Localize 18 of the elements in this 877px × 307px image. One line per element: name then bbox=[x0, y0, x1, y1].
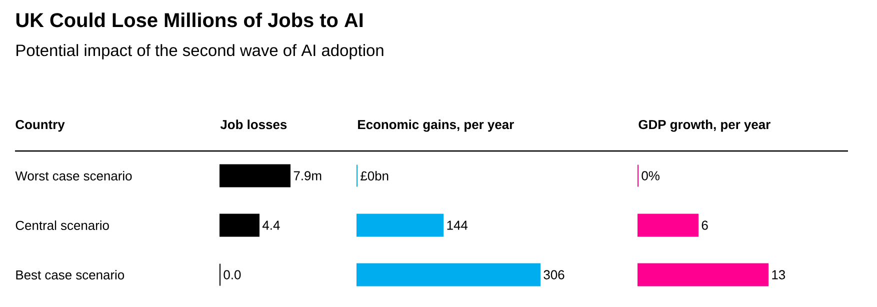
data-label: 7.9m bbox=[294, 171, 322, 180]
data-label: £0bn bbox=[360, 170, 388, 181]
data-label: 13 bbox=[772, 270, 786, 280]
chart-subtitle: Potential impact of the second wave of AI adoption bbox=[16, 44, 384, 60]
data-label: 144 bbox=[447, 220, 468, 230]
data-label: 306 bbox=[544, 270, 564, 280]
data-label: 0.0 bbox=[224, 270, 241, 280]
data-label: 4.4 bbox=[262, 220, 280, 230]
data-label: 0% bbox=[642, 171, 660, 180]
y-tick-label: Best case scenario bbox=[16, 270, 124, 280]
y-tick-label: Worst case scenario bbox=[15, 170, 132, 181]
x-axis-title: Economic gains, per year bbox=[358, 120, 514, 132]
data-label: 6 bbox=[702, 220, 708, 230]
chart-title: UK Could Lose Millions of Jobs to AI bbox=[16, 12, 363, 28]
x-axis-title: GDP growth, per year bbox=[638, 120, 770, 132]
y-tick-label: Central scenario bbox=[16, 220, 109, 230]
y-axis-title: Country bbox=[16, 120, 65, 132]
x-axis-title: Job losses bbox=[220, 120, 287, 130]
